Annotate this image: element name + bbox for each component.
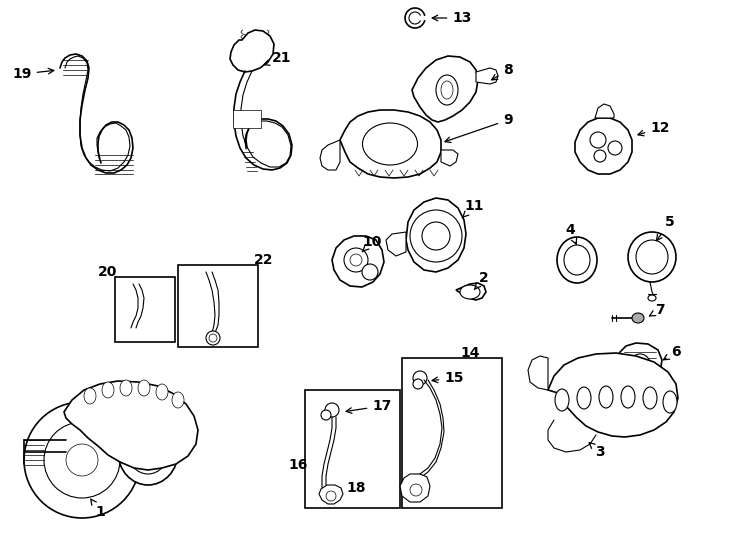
Text: 16: 16 bbox=[288, 458, 308, 472]
Ellipse shape bbox=[636, 240, 668, 274]
Text: 15: 15 bbox=[432, 371, 464, 385]
Text: 19: 19 bbox=[12, 67, 54, 81]
Circle shape bbox=[630, 354, 650, 374]
Text: 21: 21 bbox=[264, 51, 291, 65]
Text: 2: 2 bbox=[474, 271, 489, 289]
Text: 5: 5 bbox=[656, 215, 675, 241]
Text: 13: 13 bbox=[432, 11, 472, 25]
Circle shape bbox=[321, 410, 331, 420]
Text: 18: 18 bbox=[346, 481, 366, 495]
Text: 8: 8 bbox=[492, 63, 513, 80]
Bar bbox=[115, 277, 175, 342]
Ellipse shape bbox=[648, 295, 656, 301]
Text: 17: 17 bbox=[346, 399, 392, 413]
Bar bbox=[305, 390, 400, 508]
Ellipse shape bbox=[643, 387, 657, 409]
Bar bbox=[233, 110, 261, 128]
Bar bbox=[402, 358, 502, 508]
Polygon shape bbox=[595, 104, 614, 118]
Circle shape bbox=[325, 403, 339, 417]
Text: 11: 11 bbox=[462, 199, 484, 218]
Text: 4: 4 bbox=[565, 223, 577, 244]
Ellipse shape bbox=[84, 388, 96, 404]
Ellipse shape bbox=[577, 387, 591, 409]
Polygon shape bbox=[441, 150, 458, 166]
Polygon shape bbox=[412, 56, 478, 122]
Text: 12: 12 bbox=[638, 121, 669, 136]
Text: 7: 7 bbox=[650, 303, 665, 317]
Ellipse shape bbox=[436, 75, 458, 105]
Text: 20: 20 bbox=[98, 265, 117, 279]
Polygon shape bbox=[319, 485, 343, 504]
Ellipse shape bbox=[118, 419, 178, 485]
Ellipse shape bbox=[632, 313, 644, 323]
Ellipse shape bbox=[564, 245, 590, 275]
Ellipse shape bbox=[663, 391, 677, 413]
Ellipse shape bbox=[460, 285, 480, 299]
Polygon shape bbox=[406, 198, 466, 272]
Polygon shape bbox=[386, 232, 406, 256]
Circle shape bbox=[590, 132, 606, 148]
Circle shape bbox=[413, 379, 423, 389]
Polygon shape bbox=[332, 236, 384, 287]
Ellipse shape bbox=[156, 384, 168, 400]
Circle shape bbox=[410, 484, 422, 496]
Ellipse shape bbox=[363, 123, 418, 165]
Circle shape bbox=[594, 150, 606, 162]
Text: 9: 9 bbox=[445, 113, 513, 143]
Polygon shape bbox=[476, 68, 498, 84]
Polygon shape bbox=[618, 343, 662, 384]
Polygon shape bbox=[400, 474, 430, 502]
Ellipse shape bbox=[120, 380, 132, 396]
Circle shape bbox=[350, 254, 362, 266]
Circle shape bbox=[413, 371, 427, 385]
Circle shape bbox=[344, 248, 368, 272]
Text: 10: 10 bbox=[362, 235, 382, 252]
Polygon shape bbox=[456, 283, 486, 300]
Ellipse shape bbox=[599, 386, 613, 408]
Ellipse shape bbox=[555, 389, 569, 411]
Polygon shape bbox=[230, 30, 274, 72]
Circle shape bbox=[24, 402, 140, 518]
Text: 22: 22 bbox=[254, 253, 274, 267]
Circle shape bbox=[608, 141, 622, 155]
Text: 1: 1 bbox=[91, 499, 105, 519]
Bar bbox=[178, 265, 258, 347]
Text: 14: 14 bbox=[460, 346, 480, 360]
Polygon shape bbox=[340, 110, 441, 178]
Polygon shape bbox=[575, 118, 632, 174]
Ellipse shape bbox=[128, 430, 168, 474]
Ellipse shape bbox=[621, 386, 635, 408]
Circle shape bbox=[206, 331, 220, 345]
Polygon shape bbox=[528, 356, 548, 390]
Polygon shape bbox=[64, 381, 198, 470]
Ellipse shape bbox=[441, 81, 453, 99]
Ellipse shape bbox=[557, 237, 597, 283]
Circle shape bbox=[209, 334, 217, 342]
Ellipse shape bbox=[102, 382, 114, 398]
Circle shape bbox=[44, 422, 120, 498]
Polygon shape bbox=[320, 140, 340, 170]
Circle shape bbox=[422, 222, 450, 250]
Circle shape bbox=[326, 491, 336, 501]
Polygon shape bbox=[548, 353, 678, 437]
Text: 6: 6 bbox=[664, 345, 681, 360]
Circle shape bbox=[362, 264, 378, 280]
Ellipse shape bbox=[628, 232, 676, 282]
Circle shape bbox=[410, 210, 462, 262]
Ellipse shape bbox=[138, 380, 150, 396]
Text: 3: 3 bbox=[589, 443, 605, 459]
Ellipse shape bbox=[172, 392, 184, 408]
Circle shape bbox=[66, 444, 98, 476]
